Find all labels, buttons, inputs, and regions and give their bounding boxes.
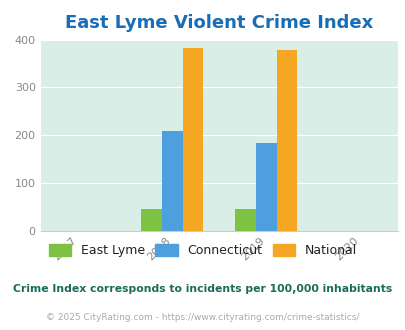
Bar (276, 50, 296, 231)
Bar (182, 48, 203, 231)
Legend: East Lyme, Connecticut, National: East Lyme, Connecticut, National (45, 241, 360, 261)
Bar (234, 209, 255, 231)
Bar (141, 209, 162, 231)
Text: Crime Index corresponds to incidents per 100,000 inhabitants: Crime Index corresponds to incidents per… (13, 284, 392, 294)
Bar (255, 144, 276, 231)
Bar (162, 131, 182, 231)
Title: East Lyme Violent Crime Index: East Lyme Violent Crime Index (65, 15, 373, 32)
Text: © 2025 CityRating.com - https://www.cityrating.com/crime-statistics/: © 2025 CityRating.com - https://www.city… (46, 313, 359, 322)
